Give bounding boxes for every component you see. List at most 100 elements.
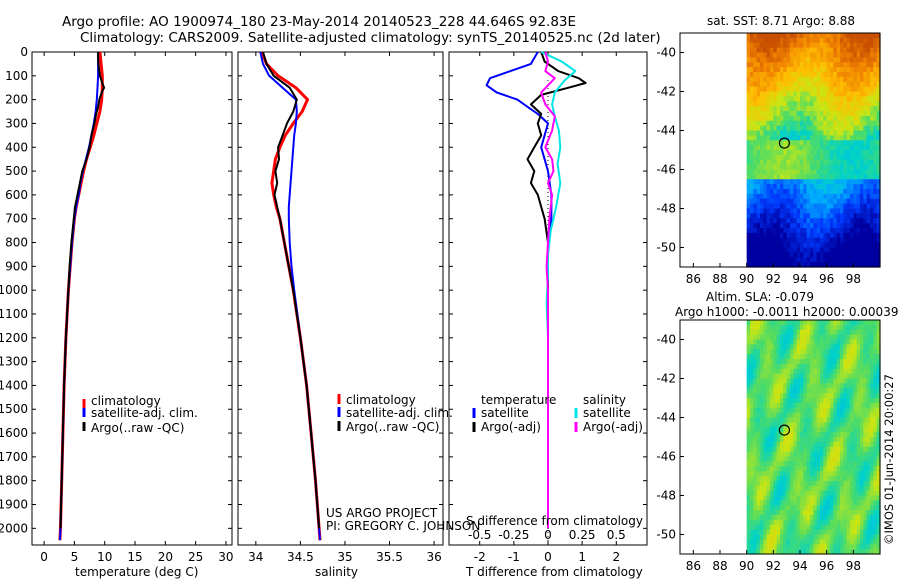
heatmap-cell	[860, 218, 864, 224]
heatmap-cell	[873, 466, 878, 472]
heatmap-cell	[806, 120, 811, 127]
heatmap-cell	[770, 495, 774, 501]
heatmap-cell	[870, 86, 874, 93]
heatmap-cell	[850, 42, 854, 49]
heatmap-cell	[856, 495, 861, 501]
heatmap-cell	[760, 378, 764, 384]
heatmap-cell	[786, 247, 791, 253]
heatmap-cell	[836, 130, 841, 136]
heatmap-cell	[753, 237, 758, 244]
heatmap-cell	[840, 368, 844, 375]
heatmap-cell	[873, 329, 878, 336]
heatmap-cell	[843, 111, 848, 117]
heatmap-cell	[796, 485, 801, 492]
heatmap-cell	[820, 519, 824, 526]
heatmap-cell	[793, 402, 798, 409]
heatmap-cell	[763, 106, 768, 112]
heatmap-cell	[803, 135, 808, 141]
heatmap-cell	[866, 101, 871, 107]
heatmap-cell	[783, 169, 788, 175]
heatmap-cell	[753, 96, 758, 102]
heatmap-cell	[796, 257, 801, 263]
heatmap-cell	[826, 198, 831, 205]
heatmap-cell	[796, 57, 801, 63]
heatmap-cell	[746, 67, 751, 73]
heatmap-cell	[770, 262, 774, 268]
heatmap-cell	[773, 544, 778, 550]
heatmap-cell	[836, 213, 841, 219]
heatmap-cell	[753, 437, 758, 443]
heatmap-cell	[806, 383, 811, 389]
heatmap-cell	[830, 106, 834, 112]
heatmap-cell	[753, 203, 758, 210]
heatmap-cell	[853, 72, 858, 78]
heatmap-cell	[786, 324, 791, 331]
heatmap-cell	[850, 252, 854, 258]
temperature-legend: climatology satellite-adj. clim. Argo(..…	[82, 394, 198, 435]
heatmap-cell	[863, 466, 868, 472]
heatmap-cell	[846, 52, 851, 58]
heatmap-cell	[766, 534, 771, 540]
heatmap-cell	[756, 334, 761, 341]
heatmap-cell	[766, 42, 771, 49]
heatmap-cell	[780, 76, 784, 83]
heatmap-cell	[843, 344, 848, 350]
heatmap-cell	[873, 42, 878, 49]
sst-map-title: sat. SST: 8.71 Argo: 8.88	[707, 14, 855, 28]
heatmap-cell	[853, 174, 858, 180]
heatmap-cell	[870, 495, 874, 501]
heatmap-cell	[816, 101, 821, 107]
heatmap-cell	[770, 145, 774, 151]
heatmap-cell	[773, 179, 778, 185]
heatmap-cell	[870, 174, 874, 180]
heatmap-cell	[753, 441, 758, 448]
heatmap-cell	[790, 451, 794, 458]
heatmap-cell	[870, 213, 874, 219]
heatmap-cell	[800, 539, 804, 545]
heatmap-cell	[760, 388, 764, 394]
heatmap-cell	[870, 135, 874, 141]
heatmap-cell	[860, 339, 864, 345]
heatmap-cell	[830, 539, 834, 545]
heatmap-cell	[843, 427, 848, 433]
heatmap-cell	[806, 198, 811, 205]
heatmap-cell	[820, 368, 824, 375]
heatmap-cell	[876, 334, 881, 341]
heatmap-cell	[763, 549, 768, 555]
heatmap-cell	[783, 208, 788, 214]
heatmap-cell	[853, 524, 858, 531]
heatmap-cell	[803, 96, 808, 102]
heatmap-cell	[796, 324, 801, 331]
heatmap-cell	[876, 179, 881, 185]
heatmap-cell	[823, 349, 828, 355]
heatmap-cell	[863, 193, 868, 200]
heatmap-cell	[806, 334, 811, 341]
heatmap-cell	[820, 228, 824, 234]
heatmap-cell	[770, 476, 774, 482]
heatmap-cell	[783, 213, 788, 219]
salinity-panel: 34 34.5 35 35.5 36 salinity climatology sate…	[237, 51, 480, 579]
heatmap-cell	[806, 466, 811, 472]
heatmap-cell	[860, 52, 864, 58]
heatmap-cell	[750, 368, 754, 375]
heatmap-cell	[806, 344, 811, 350]
heatmap-cell	[853, 37, 858, 44]
heatmap-cell	[863, 72, 868, 78]
heatmap-cell	[833, 189, 838, 195]
heatmap-cell	[773, 96, 778, 102]
heatmap-cell	[866, 228, 871, 234]
heatmap-cell	[750, 476, 754, 482]
heatmap-cell	[826, 359, 831, 365]
heatmap-cell	[816, 213, 821, 219]
heatmap-cell	[780, 257, 784, 263]
heatmap-cell	[783, 91, 788, 97]
heatmap-cell	[860, 446, 864, 453]
heatmap-cell	[796, 417, 801, 423]
heatmap-cell	[833, 120, 838, 127]
heatmap-cell	[833, 184, 838, 190]
heatmap-cell	[816, 432, 821, 438]
heatmap-cell	[836, 242, 841, 249]
heatmap-cell	[763, 257, 768, 263]
heatmap-cell	[783, 101, 788, 107]
heatmap-cell	[766, 432, 771, 438]
